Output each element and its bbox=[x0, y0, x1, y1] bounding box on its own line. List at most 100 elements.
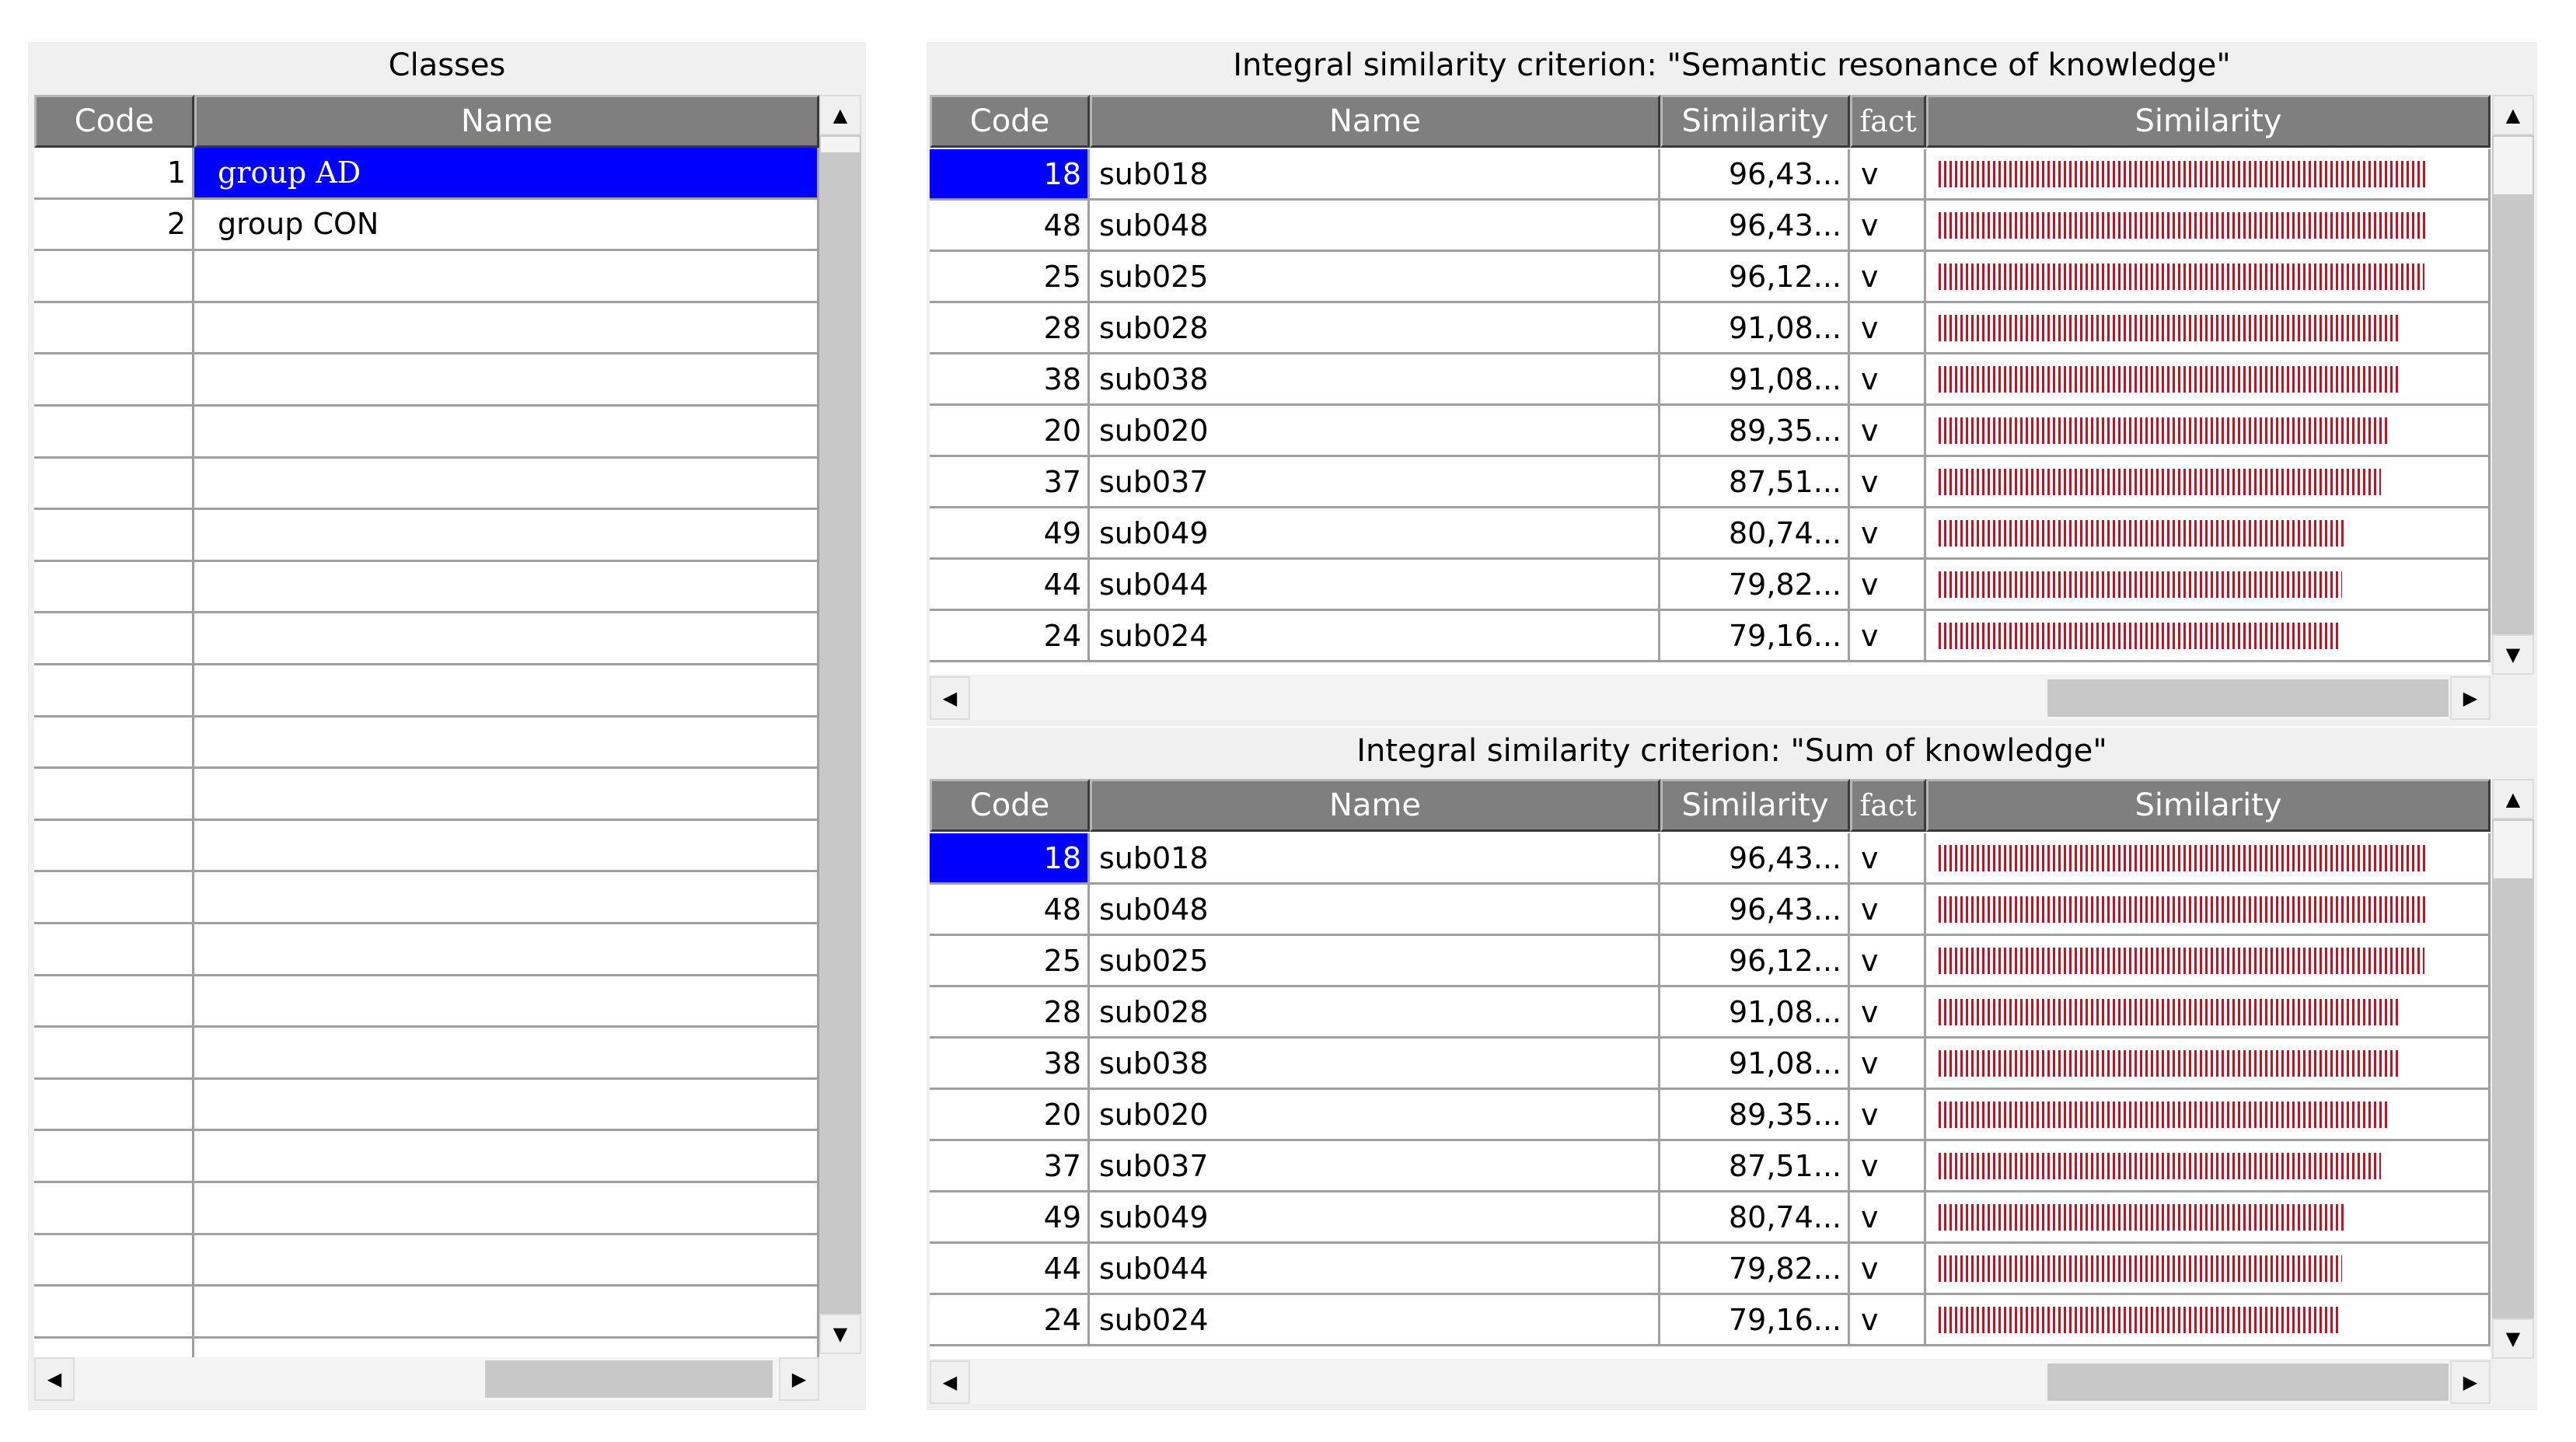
scroll-right-icon[interactable]: ▶ bbox=[779, 1357, 819, 1401]
table-row[interactable]: 44 sub044 79,82... v bbox=[930, 1244, 2490, 1295]
table-row[interactable] bbox=[34, 613, 819, 665]
class-name-cell bbox=[194, 1079, 819, 1132]
class-name-cell bbox=[194, 1234, 819, 1287]
table-row[interactable] bbox=[34, 1028, 819, 1080]
table-row[interactable] bbox=[34, 872, 819, 924]
table-row[interactable] bbox=[34, 302, 819, 355]
scrollbar-thumb[interactable] bbox=[2047, 679, 2449, 717]
table-row[interactable]: 38 sub038 91,08... v bbox=[930, 354, 2490, 406]
fact-cell: v bbox=[1850, 1295, 1926, 1346]
table-row[interactable] bbox=[34, 561, 819, 614]
table-row[interactable] bbox=[34, 1287, 819, 1339]
sum-horizontal-scrollbar[interactable]: ◀ ▶ bbox=[930, 1360, 2490, 1404]
code-cell: 38 bbox=[930, 354, 1090, 406]
similarity-bar bbox=[1939, 211, 2426, 239]
similarity-bar-cell bbox=[1926, 936, 2490, 987]
table-row[interactable] bbox=[34, 251, 819, 303]
fact-cell: v bbox=[1850, 508, 1926, 560]
similarity-value-cell: 87,51... bbox=[1660, 457, 1850, 508]
table-row[interactable] bbox=[34, 976, 819, 1028]
class-code-cell: 1 bbox=[34, 148, 194, 200]
table-row[interactable]: 2 group CON bbox=[34, 199, 819, 252]
table-row[interactable]: 1 group AD bbox=[34, 148, 819, 200]
scroll-right-icon[interactable]: ▶ bbox=[2450, 676, 2490, 720]
scroll-up-icon[interactable]: ▲ bbox=[2492, 779, 2534, 819]
scroll-right-icon[interactable]: ▶ bbox=[2450, 1360, 2490, 1404]
class-code-cell bbox=[34, 717, 194, 770]
scrollbar-thumb[interactable] bbox=[2047, 1363, 2449, 1401]
scrollbar-thumb[interactable] bbox=[2494, 137, 2532, 194]
column-header-code[interactable]: Code bbox=[930, 95, 1090, 148]
table-row[interactable] bbox=[34, 1183, 819, 1235]
table-row[interactable]: 44 sub044 79,82... v bbox=[930, 560, 2490, 611]
table-row[interactable]: 37 sub037 87,51... v bbox=[930, 1141, 2490, 1192]
table-row[interactable]: 20 sub020 89,35... v bbox=[930, 406, 2490, 457]
classes-vertical-scrollbar[interactable]: ▲ ▼ bbox=[819, 95, 861, 1354]
table-row[interactable] bbox=[34, 354, 819, 407]
similarity-value-cell: 91,08... bbox=[1660, 987, 1850, 1039]
code-cell: 37 bbox=[930, 1141, 1090, 1192]
sum-vertical-scrollbar[interactable]: ▲ ▼ bbox=[2492, 779, 2534, 1359]
scroll-down-icon[interactable]: ▼ bbox=[2492, 634, 2534, 675]
table-row[interactable] bbox=[34, 510, 819, 562]
table-row[interactable]: 49 sub049 80,74... v bbox=[930, 508, 2490, 560]
scroll-up-icon[interactable]: ▲ bbox=[819, 95, 861, 135]
column-header-code[interactable]: Code bbox=[34, 95, 194, 148]
table-row[interactable] bbox=[34, 924, 819, 976]
column-header-similarity[interactable]: Similarity bbox=[1660, 95, 1850, 148]
table-row[interactable] bbox=[34, 665, 819, 718]
column-header-similarity-bar[interactable]: Similarity bbox=[1926, 95, 2490, 148]
table-row[interactable]: 28 sub028 91,08... v bbox=[930, 303, 2490, 354]
table-row[interactable]: 38 sub038 91,08... v bbox=[930, 1039, 2490, 1090]
column-header-name[interactable]: Name bbox=[194, 95, 819, 148]
table-row[interactable] bbox=[34, 717, 819, 770]
column-header-name[interactable]: Name bbox=[1090, 95, 1660, 148]
table-row[interactable]: 28 sub028 91,08... v bbox=[930, 987, 2490, 1039]
column-header-code[interactable]: Code bbox=[930, 779, 1090, 832]
scrollbar-thumb[interactable] bbox=[2494, 821, 2532, 878]
scrollbar-thumb[interactable] bbox=[821, 137, 860, 152]
table-row[interactable]: 49 sub049 80,74... v bbox=[930, 1192, 2490, 1244]
class-code-cell bbox=[34, 769, 194, 821]
scroll-up-icon[interactable]: ▲ bbox=[2492, 95, 2534, 135]
table-row[interactable] bbox=[34, 820, 819, 873]
table-row[interactable]: 24 sub024 79,16... v bbox=[930, 611, 2490, 662]
class-name-cell bbox=[194, 769, 819, 821]
table-row[interactable]: 48 sub048 96,43... v bbox=[930, 885, 2490, 936]
semantic-horizontal-scrollbar[interactable]: ◀ ▶ bbox=[930, 676, 2490, 720]
table-row[interactable] bbox=[34, 1234, 819, 1287]
table-row[interactable] bbox=[34, 1079, 819, 1132]
table-row[interactable]: 20 sub020 89,35... v bbox=[930, 1090, 2490, 1141]
scroll-left-icon[interactable]: ◀ bbox=[930, 1360, 970, 1404]
table-row[interactable] bbox=[34, 1131, 819, 1183]
column-header-fact[interactable]: fact bbox=[1850, 95, 1926, 148]
name-cell: sub028 bbox=[1090, 303, 1660, 354]
table-row[interactable] bbox=[34, 769, 819, 821]
table-row[interactable]: 25 sub025 96,12... v bbox=[930, 252, 2490, 303]
column-header-similarity[interactable]: Similarity bbox=[1660, 779, 1850, 832]
classes-horizontal-scrollbar[interactable]: ◀ ▶ bbox=[34, 1357, 819, 1401]
column-header-name[interactable]: Name bbox=[1090, 779, 1660, 832]
scrollbar-thumb[interactable] bbox=[485, 1360, 773, 1398]
semantic-vertical-scrollbar[interactable]: ▲ ▼ bbox=[2492, 95, 2534, 675]
class-code-cell bbox=[34, 407, 194, 459]
code-cell: 48 bbox=[930, 885, 1090, 936]
scroll-left-icon[interactable]: ◀ bbox=[34, 1357, 75, 1401]
scroll-left-icon[interactable]: ◀ bbox=[930, 676, 970, 720]
column-header-similarity-bar[interactable]: Similarity bbox=[1926, 779, 2490, 832]
scroll-down-icon[interactable]: ▼ bbox=[819, 1314, 861, 1354]
similarity-bar-cell bbox=[1926, 1295, 2490, 1346]
column-header-fact[interactable]: fact bbox=[1850, 779, 1926, 832]
code-cell: 48 bbox=[930, 201, 1090, 252]
table-row[interactable]: 24 sub024 79,16... v bbox=[930, 1295, 2490, 1346]
table-row[interactable]: 18 sub018 96,43... v bbox=[930, 833, 2490, 885]
table-row[interactable]: 48 sub048 96,43... v bbox=[930, 201, 2490, 252]
scroll-down-icon[interactable]: ▼ bbox=[2492, 1318, 2534, 1359]
table-row[interactable] bbox=[34, 407, 819, 459]
table-row[interactable]: 18 sub018 96,43... v bbox=[930, 149, 2490, 201]
table-row[interactable] bbox=[34, 458, 819, 511]
name-cell: sub049 bbox=[1090, 508, 1660, 560]
table-row[interactable]: 25 sub025 96,12... v bbox=[930, 936, 2490, 987]
similarity-value-cell: 89,35... bbox=[1660, 406, 1850, 457]
table-row[interactable]: 37 sub037 87,51... v bbox=[930, 457, 2490, 508]
